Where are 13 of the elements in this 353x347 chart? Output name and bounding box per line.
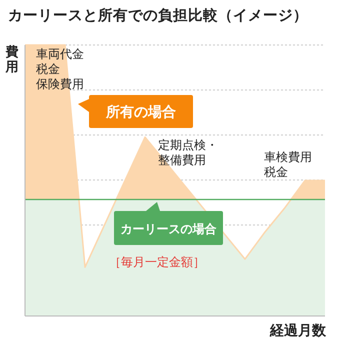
x-axis-title: 経過月数	[269, 323, 327, 339]
y-axis-title: 費用	[4, 45, 18, 75]
annotation: 整備費用	[158, 153, 206, 167]
annotation: 定期点検・	[158, 138, 218, 152]
series-label: 所有の場合	[105, 104, 176, 120]
annotation: 税金	[264, 165, 288, 179]
series-label: カーリースの場合	[120, 222, 218, 236]
annotation: 車検費用	[264, 150, 312, 164]
annotation: 税金	[36, 62, 60, 76]
annotation: 車両代金	[36, 47, 84, 61]
chart-title: カーリースと所有での負担比較（イメージ）	[8, 7, 308, 24]
annotation: 保険費用	[36, 77, 84, 91]
annotation: ［毎月一定金額］	[109, 255, 205, 269]
